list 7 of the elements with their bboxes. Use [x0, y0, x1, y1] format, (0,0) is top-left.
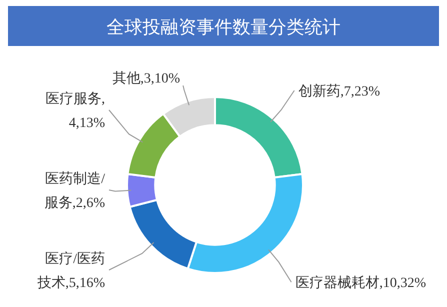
slice-label: 医疗/医药技术,5,16%: [36, 251, 106, 291]
slice-label: 医疗器械耗材,10,32%: [295, 275, 426, 292]
slice-label: 其他,3,10%: [112, 70, 180, 87]
slice-label: 医药制造/服务,2,6%: [44, 171, 106, 211]
slice-label: 医疗服务,4,13%: [46, 91, 106, 131]
chart-title: 全球投融资事件数量分类统计: [106, 17, 340, 37]
slice-label: 创新药,7,23%: [298, 83, 380, 100]
